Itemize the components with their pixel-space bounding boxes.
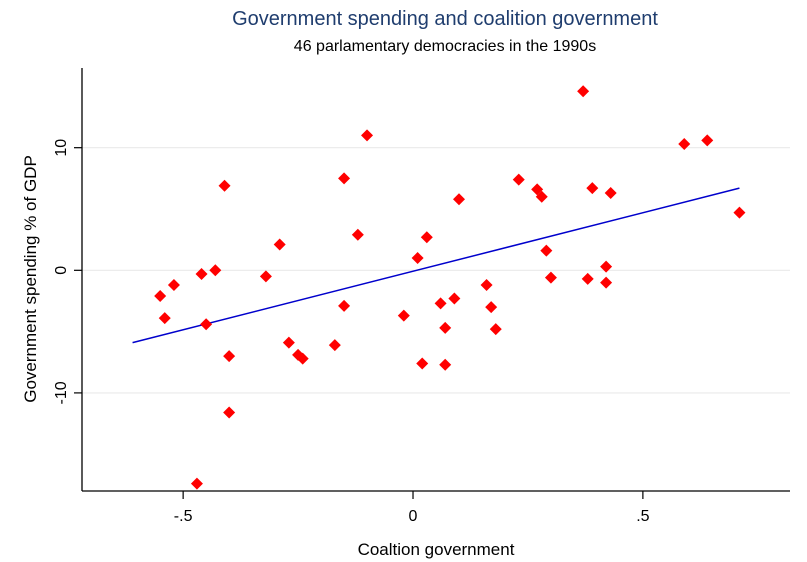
data-point [600,260,613,273]
axis-ticks: -.5 0 .5 -10 0 10 [53,139,650,525]
data-point [581,272,594,285]
data-point [296,352,309,365]
data-point [200,318,213,331]
data-point [223,406,236,419]
chart-subtitle: 46 parlamentary democracies in the 1990s [294,38,596,55]
data-point [678,138,691,151]
data-point [338,172,351,185]
y-axis-label: Government spending % of GDP [21,155,40,403]
data-point [190,477,203,490]
grid-lines [82,147,790,394]
x-tick-label: -.5 [174,508,193,525]
chart-title: Government spending and coalition govern… [232,8,658,30]
data-points [154,85,746,490]
x-tick-label: 0 [409,508,418,525]
data-point [209,264,222,277]
data-point [282,336,295,349]
data-point [167,279,180,292]
x-tick-label: .5 [636,508,649,525]
data-point [600,276,613,289]
fit-line-group [132,187,740,344]
data-point [218,179,231,192]
data-point [480,279,493,292]
data-point [512,173,525,186]
data-point [434,297,447,310]
data-point [154,290,167,303]
data-point [338,299,351,312]
data-point [577,85,590,98]
y-tick-label: -10 [53,381,70,404]
y-tick-label: 10 [53,139,70,157]
data-point [733,206,746,219]
data-point [485,301,498,314]
data-point [273,238,286,251]
data-point [259,270,272,283]
data-point [361,129,374,142]
data-point [544,271,557,284]
data-point [448,292,461,305]
data-point [420,231,433,244]
data-point [701,134,714,147]
data-point [604,187,617,200]
data-point [535,190,548,203]
data-point [489,323,502,336]
data-point [416,357,429,370]
data-point [439,321,452,334]
y-tick-label: 0 [53,266,70,275]
data-point [328,339,341,352]
data-point [397,309,410,322]
data-point [351,228,364,241]
data-point [195,267,208,280]
x-axis-label: Coaltion government [358,540,515,559]
data-point [411,252,424,265]
data-point [158,312,171,325]
fit-line [132,187,740,344]
axes [81,68,790,492]
data-point [223,350,236,363]
data-point [586,182,599,195]
data-point [439,358,452,371]
data-point [452,193,465,206]
data-point [540,244,553,257]
